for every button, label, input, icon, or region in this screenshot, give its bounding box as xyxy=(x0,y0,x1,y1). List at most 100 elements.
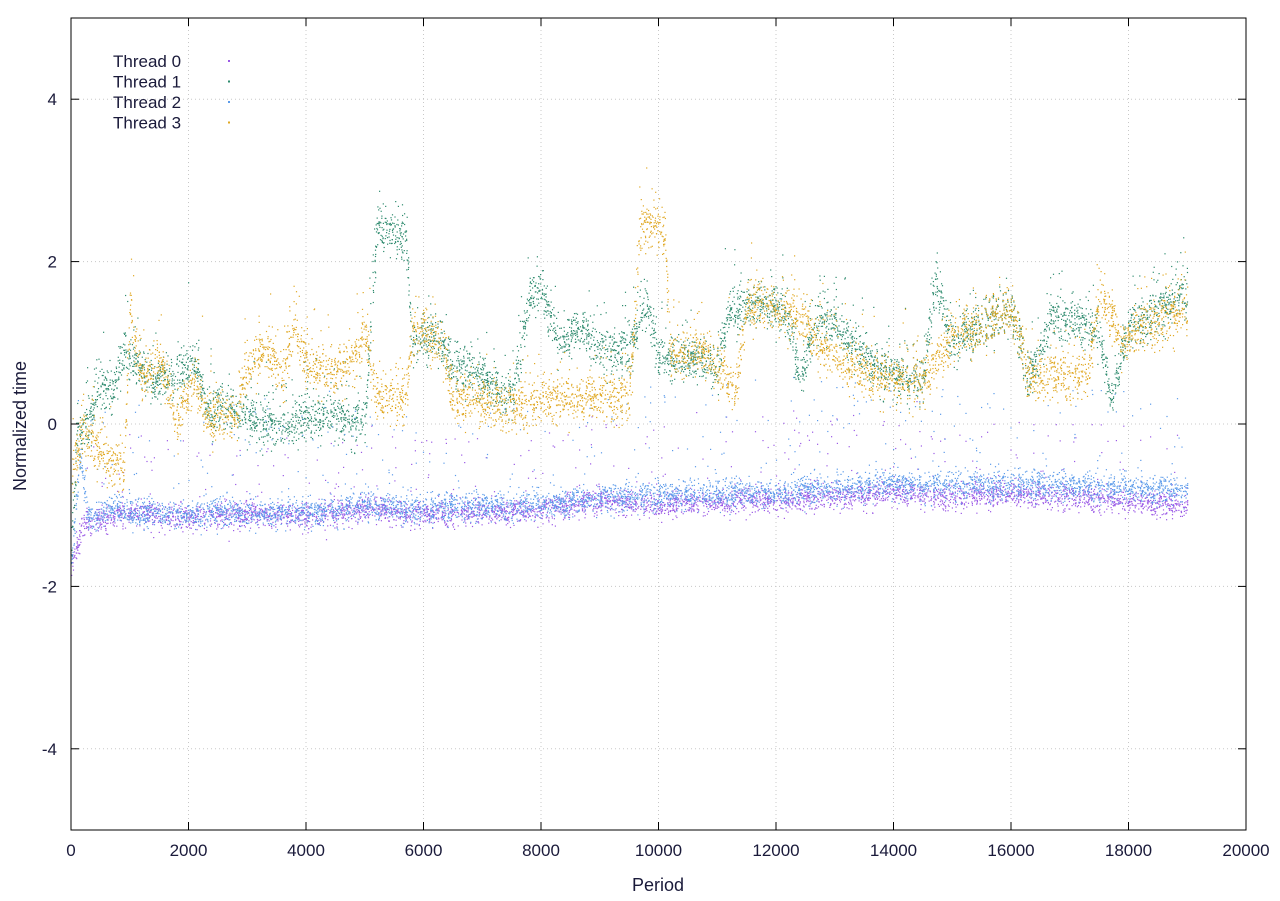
data-point xyxy=(882,496,883,497)
data-point xyxy=(116,388,117,389)
data-point xyxy=(628,494,629,495)
data-point xyxy=(506,510,507,511)
data-point xyxy=(685,498,686,499)
data-point xyxy=(93,409,94,410)
data-point xyxy=(1068,495,1069,496)
data-point xyxy=(622,515,623,516)
data-point xyxy=(708,511,709,512)
data-point xyxy=(473,516,474,517)
data-point xyxy=(594,513,595,514)
data-point xyxy=(675,515,676,516)
data-point xyxy=(79,539,80,540)
data-point xyxy=(1020,497,1021,498)
data-point xyxy=(605,424,606,425)
data-point xyxy=(217,504,218,505)
data-point xyxy=(692,508,693,509)
data-point xyxy=(955,495,956,496)
data-point xyxy=(955,511,956,512)
data-point xyxy=(596,485,597,486)
data-point xyxy=(228,517,229,518)
data-point xyxy=(1176,503,1177,504)
data-point xyxy=(412,520,413,521)
data-point xyxy=(512,512,513,513)
data-point xyxy=(357,523,358,524)
data-point xyxy=(342,515,343,516)
data-point xyxy=(604,498,605,499)
data-point xyxy=(286,516,287,517)
data-point xyxy=(650,509,651,510)
data-point xyxy=(1147,495,1148,496)
data-point xyxy=(984,497,985,498)
data-point xyxy=(101,369,102,370)
data-point xyxy=(244,503,245,504)
data-point xyxy=(1020,487,1021,488)
data-point xyxy=(659,494,660,495)
data-point xyxy=(1144,507,1145,508)
data-point xyxy=(869,493,870,494)
data-point xyxy=(1067,490,1068,491)
data-point xyxy=(882,500,883,501)
data-point xyxy=(805,498,806,499)
data-point xyxy=(77,548,78,549)
data-point xyxy=(755,484,756,485)
data-point xyxy=(171,526,172,527)
data-point xyxy=(103,522,104,523)
data-point xyxy=(153,345,154,346)
data-point xyxy=(84,515,85,516)
data-point xyxy=(852,508,853,509)
data-point xyxy=(224,498,225,499)
data-point xyxy=(934,502,935,503)
data-point xyxy=(532,515,533,516)
data-point xyxy=(731,491,732,492)
data-point xyxy=(444,522,445,523)
data-point xyxy=(75,485,76,486)
data-point xyxy=(308,516,309,517)
data-point xyxy=(108,386,109,387)
data-point xyxy=(106,388,107,389)
data-point xyxy=(650,507,651,508)
data-point xyxy=(1065,496,1066,497)
data-point xyxy=(137,362,138,363)
data-point xyxy=(691,511,692,512)
data-point xyxy=(116,381,117,382)
data-point xyxy=(547,512,548,513)
data-point xyxy=(949,506,950,507)
data-point xyxy=(133,366,134,367)
data-point xyxy=(729,520,730,521)
data-point xyxy=(1075,505,1076,506)
data-point xyxy=(1127,505,1128,506)
data-point xyxy=(702,501,703,502)
data-point xyxy=(856,435,857,436)
data-point xyxy=(189,527,190,528)
data-point xyxy=(679,501,680,502)
data-point xyxy=(1098,510,1099,511)
data-point xyxy=(912,495,913,496)
data-point xyxy=(668,512,669,513)
data-point xyxy=(788,459,789,460)
data-point xyxy=(755,431,756,432)
data-point xyxy=(928,489,929,490)
data-point xyxy=(548,520,549,521)
data-point xyxy=(104,379,105,380)
data-point xyxy=(672,503,673,504)
data-point xyxy=(931,500,932,501)
data-point xyxy=(96,374,97,375)
data-point xyxy=(91,411,92,412)
data-point xyxy=(428,509,429,510)
data-point xyxy=(91,445,92,446)
data-point xyxy=(113,515,114,516)
data-point xyxy=(334,517,335,518)
data-point xyxy=(209,455,210,456)
data-point xyxy=(80,417,81,418)
data-point xyxy=(574,506,575,507)
data-point xyxy=(110,515,111,516)
data-point xyxy=(491,495,492,496)
data-point xyxy=(486,516,487,517)
data-point xyxy=(480,510,481,511)
data-point xyxy=(111,415,112,416)
data-point xyxy=(116,379,117,380)
data-point xyxy=(185,510,186,511)
data-point xyxy=(808,495,809,496)
data-point xyxy=(870,487,871,488)
data-point xyxy=(111,371,112,372)
